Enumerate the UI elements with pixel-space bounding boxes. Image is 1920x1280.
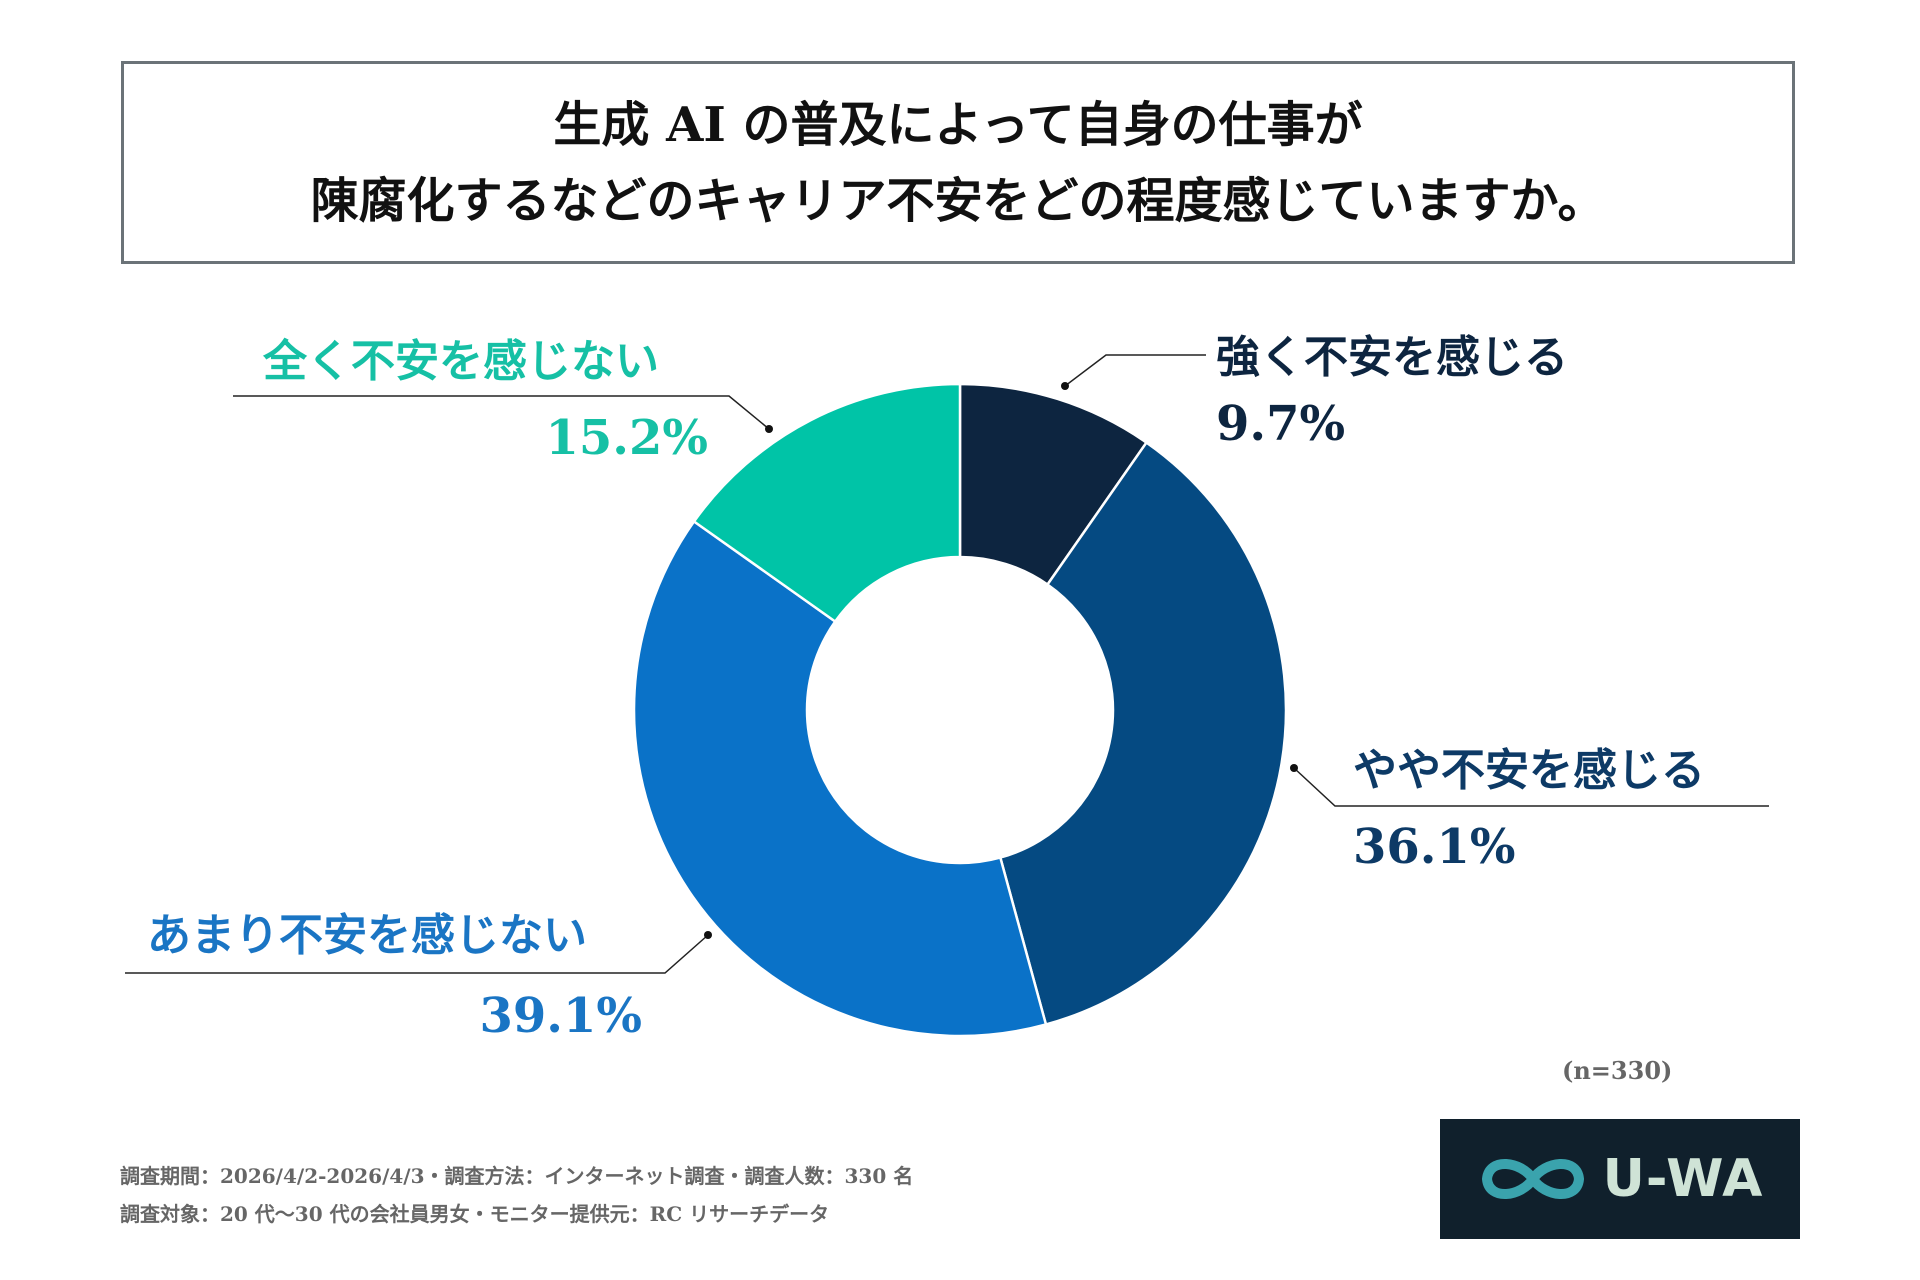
slice-value-strong: 9.7%: [1216, 396, 1345, 452]
leader-line-somewhat: [1293, 767, 1769, 807]
slice-label-somewhat: やや不安を感じる: [1353, 745, 1705, 796]
title-line-1: 生成 AI の普及によって自身の仕事が: [553, 96, 1363, 153]
leader-dot: [1290, 764, 1298, 772]
sample-size: (n=330): [1562, 1056, 1673, 1085]
leader-dot: [704, 931, 712, 939]
donut-slice-2: [998, 440, 1288, 1027]
title-line-2: 陳腐化するなどのキャリア不安をどの程度感じていますか。: [310, 172, 1606, 229]
infinity-icon: [1481, 1159, 1584, 1199]
chart-title-box: 生成 AI の普及によって自身の仕事が 陳腐化するなどのキャリア不安をどの程度感…: [121, 61, 1795, 264]
slice-label-not-at-all: 全く不安を感じない: [262, 336, 659, 387]
slice-value-somewhat: 36.1%: [1353, 819, 1516, 875]
donut-slice-4: [692, 382, 962, 624]
slice-value-not-at-all: 15.2%: [545, 410, 708, 466]
leader-line-not-at-all: [233, 395, 770, 430]
logo-text: U-WA: [1602, 1149, 1764, 1209]
leader-dot: [765, 425, 773, 433]
slice-value-not-much: 39.1%: [479, 988, 642, 1044]
donut-slice-3: [632, 519, 1048, 1038]
u-wa-logo: U-WA: [1440, 1119, 1800, 1239]
footer-survey-period: 調査期間：2026/4/2-2026/4/3・調査方法：インターネット調査・調査…: [120, 1164, 914, 1188]
leader-line-strong: [1064, 354, 1206, 387]
slice-label-strong: 強く不安を感じる: [1216, 332, 1568, 383]
leader-dot: [1061, 382, 1069, 390]
slice-label-not-much: あまり不安を感じない: [147, 910, 587, 961]
footer-survey-target: 調査対象：20 代〜30 代の会社員男女・モニター提供元：RC リサーチデータ: [120, 1202, 830, 1226]
leader-line-not-much: [125, 934, 709, 974]
